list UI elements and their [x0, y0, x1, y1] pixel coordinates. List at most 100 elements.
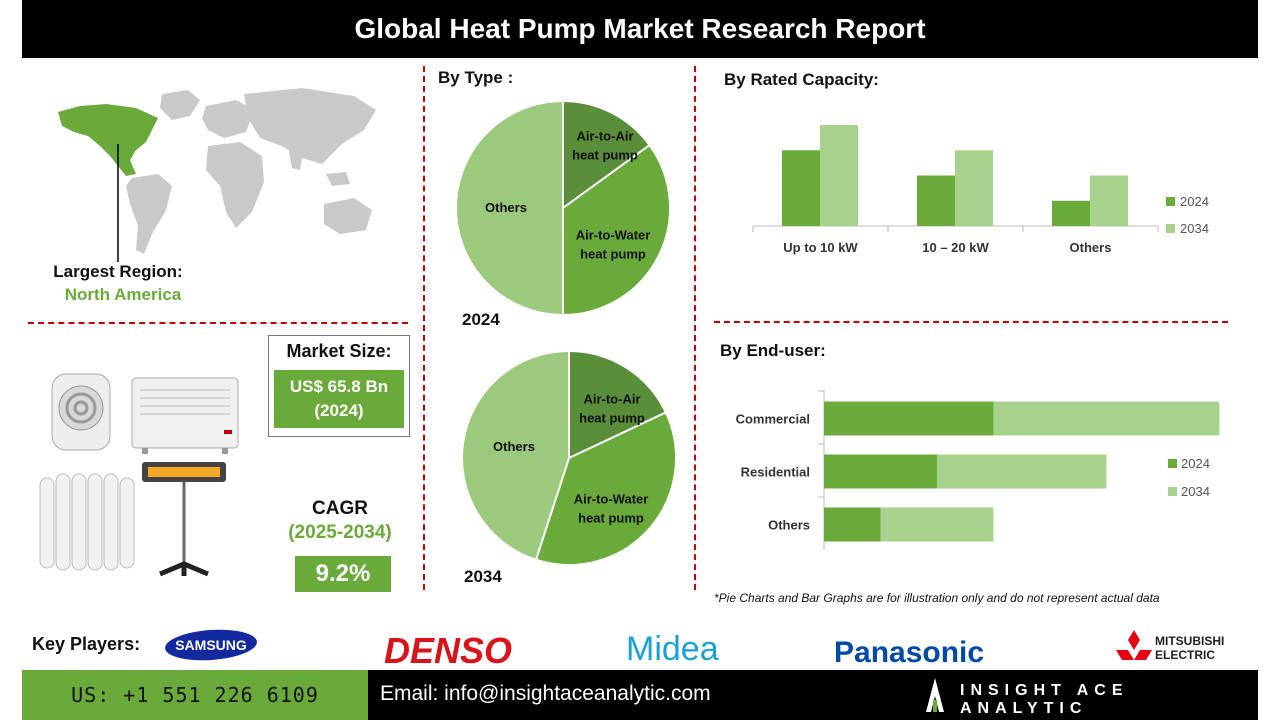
end-user-bar-2024-1 [824, 454, 937, 489]
illustration-note: *Pie Charts and Bar Graphs are for illus… [714, 591, 1160, 605]
map-europe [202, 100, 254, 138]
denso-logo-text: DENSO [384, 630, 512, 670]
report-title: Global Heat Pump Market Research Report [22, 0, 1258, 58]
fan-heater-icon [51, 373, 111, 451]
pie-2024-label-2: Others [485, 200, 527, 215]
capacity-bar-2034-1 [955, 150, 993, 226]
market-size-card: Market Size: US$ 65.8 Bn (2024) [268, 335, 410, 437]
pie-2034-label-2: Others [493, 439, 535, 454]
mitsubishi-logo-text: MITSUBISHI [1155, 634, 1224, 648]
panasonic-logo-text: Panasonic [834, 636, 984, 668]
midea-logo: Midea [626, 630, 719, 668]
samsung-logo: SAMSUNG [165, 629, 257, 661]
end-user-legend-swatch-2034 [1168, 487, 1177, 496]
insight-ace-logo-icon [926, 678, 944, 712]
key-players-label: Key Players: [32, 634, 141, 654]
world-map [58, 88, 376, 262]
map-australia [324, 198, 372, 234]
footer-email[interactable]: Email: info@insightaceanalytic.com [380, 682, 711, 705]
pie-2024-year-label: 2024 [462, 310, 500, 329]
map-north-america [58, 104, 158, 176]
end-user-bar-2034-1 [936, 454, 1107, 489]
capacity-legend-label-2024: 2024 [1180, 194, 1209, 209]
pie-2024-slice-1 [562, 143, 671, 317]
oil-radiator-icon [39, 473, 135, 571]
footer-phone[interactable]: US: +1 551 226 6109 [22, 670, 368, 720]
mitsubishi-diamonds-icon [1116, 630, 1152, 660]
pie-2024-label-1: heat pump [580, 247, 646, 262]
largest-region-label: Largest Region: [53, 262, 183, 281]
pie-2024-slice-0 [562, 99, 651, 210]
pie-2024-label-0: Air-to-Air [576, 129, 633, 144]
end-user-legend-swatch-2024 [1168, 459, 1177, 468]
pie-2024-label-1: Air-to-Water [576, 228, 651, 243]
mitsubishi-electric-logo: MITSUBISHI ELECTRIC [1116, 630, 1224, 662]
end-user-legend-label-2034: 2034 [1181, 484, 1210, 499]
pie-2034-label-1: heat pump [578, 511, 644, 526]
capacity-legend-swatch-2034 [1166, 224, 1175, 233]
end-user-category-label: Others [768, 518, 810, 533]
end-user-bar-2034-0 [993, 401, 1220, 436]
cagr-period: (2025-2034) [288, 522, 392, 543]
heater-illustrations [39, 373, 239, 577]
capacity-bar-2024-1 [917, 175, 955, 226]
panel-convector-icon [131, 377, 239, 454]
capacity-legend-swatch-2024 [1166, 197, 1175, 206]
pie-chart-2034: Air-to-Air heat pump Air-to-Water heat pump… [461, 349, 677, 566]
capacity-category-label: 10 – 20 kW [922, 240, 989, 255]
panasonic-logo: Panasonic [834, 636, 984, 668]
map-greenland [160, 90, 200, 120]
end-user-bar-chart: Commercial Residential Others 2024 2034 [736, 390, 1220, 550]
market-size-label: Market Size: [286, 341, 392, 361]
capacity-bar-chart: Up to 10 kW 10 – 20 kW Others 2024 2034 [752, 125, 1209, 255]
pie-2034-label-1: Air-to-Water [574, 492, 649, 507]
map-islands [326, 172, 350, 186]
pie-chart-2024: Air-to-Air heat pump Air-to-Water heat pump… [455, 99, 671, 317]
end-user-category-label: Residential [741, 465, 810, 480]
largest-region-value: North America [64, 285, 182, 304]
cagr-label: CAGR [312, 498, 368, 519]
by-end-user-title: By End-user: [720, 341, 826, 360]
cagr-value: 9.2% [295, 556, 391, 592]
capacity-bar-2034-2 [1090, 175, 1128, 226]
market-size-amount: US$ 65.8 Bn [289, 377, 389, 396]
end-user-bar-2024-0 [824, 401, 994, 436]
divider-vertical-right [694, 66, 696, 590]
pie-2034-year-label: 2034 [464, 567, 502, 586]
by-type-title: By Type : [438, 68, 514, 87]
pie-2024-slice-2 [455, 99, 564, 317]
end-user-category-label: Commercial [736, 412, 810, 427]
market-size-year: (2024) [314, 401, 364, 420]
map-asia [244, 88, 376, 164]
map-africa [206, 142, 264, 228]
capacity-bar-2024-2 [1052, 200, 1090, 226]
footer-bar: Email: info@insightaceanalytic.com INSIG… [368, 670, 1258, 720]
capacity-category-label: Up to 10 kW [783, 240, 858, 255]
pie-2034-slice-1 [534, 411, 677, 566]
map-south-america [126, 174, 172, 254]
end-user-legend-label-2024: 2024 [1181, 456, 1210, 471]
capacity-category-label: Others [1070, 240, 1112, 255]
samsung-logo-text: SAMSUNG [175, 637, 247, 653]
capacity-bar-2024-0 [782, 150, 820, 226]
midea-logo-text: Midea [626, 630, 719, 668]
map-india [288, 146, 304, 170]
pie-2034-slice-2 [461, 349, 570, 562]
divider-horizontal-left [28, 322, 408, 324]
divider-vertical-left [423, 66, 425, 590]
pie-2034-slice-0 [568, 349, 668, 460]
infrared-stand-heater-icon [142, 462, 226, 577]
end-user-bar-2034-2 [880, 507, 994, 542]
pie-2034-label-0: heat pump [579, 411, 645, 426]
pie-2034-label-0: Air-to-Air [583, 392, 640, 407]
capacity-bar-2034-0 [820, 125, 858, 226]
market-size-value: US$ 65.8 Bn (2024) [274, 370, 404, 428]
divider-horizontal-right [714, 321, 1228, 323]
pie-2024-label-0: heat pump [572, 148, 638, 163]
capacity-legend-label-2034: 2034 [1180, 221, 1209, 236]
footer-brand-name: INSIGHT ACE ANALYTIC [960, 682, 1129, 717]
electric-logo-text: ELECTRIC [1155, 648, 1215, 662]
by-capacity-title: By Rated Capacity: [724, 70, 879, 89]
denso-logo: DENSO [384, 630, 512, 670]
end-user-bar-2024-2 [824, 507, 881, 542]
